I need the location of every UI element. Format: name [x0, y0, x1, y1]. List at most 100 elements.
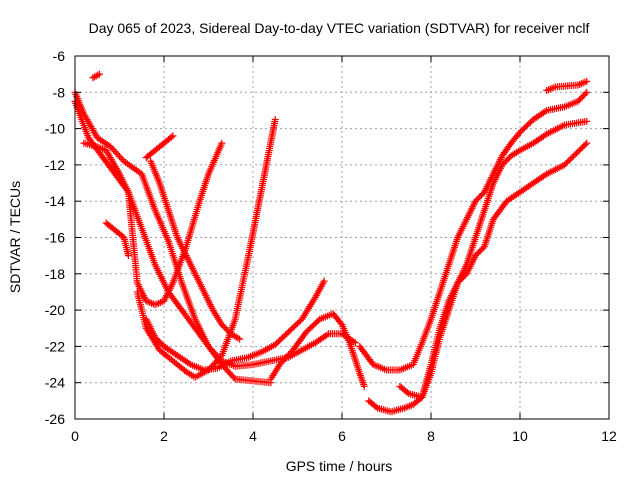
data-point	[418, 363, 434, 401]
data-point	[356, 370, 368, 389]
data-point	[400, 401, 415, 412]
series-track-g	[147, 157, 244, 343]
data-markers	[71, 70, 591, 416]
data-point	[507, 147, 522, 160]
y-tick-label: -12	[45, 157, 65, 173]
data-point	[196, 172, 212, 205]
y-axis-title: SDTVAR / TECUs	[7, 181, 23, 293]
data-point	[516, 140, 535, 154]
data-point	[249, 357, 273, 369]
data-point	[454, 217, 470, 241]
series-track-c	[71, 97, 359, 370]
data-point	[178, 306, 198, 331]
data-point	[418, 317, 434, 347]
data-point	[552, 81, 580, 91]
data-point	[365, 397, 380, 411]
series-track-k	[356, 88, 591, 374]
data-point	[503, 189, 522, 205]
data-point	[347, 342, 363, 376]
data-point	[187, 361, 206, 373]
x-axis-title: GPS time / hours	[286, 458, 393, 474]
data-point	[89, 71, 102, 82]
data-point	[182, 199, 203, 251]
data-point	[151, 140, 167, 154]
data-point	[436, 299, 452, 332]
data-point	[298, 340, 317, 354]
series-track-n	[543, 77, 591, 94]
data-point	[311, 331, 331, 347]
data-point	[151, 261, 171, 294]
data-point	[98, 152, 118, 176]
data-point	[245, 349, 264, 361]
series-track-e	[133, 116, 279, 381]
data-point	[173, 234, 189, 258]
data-point	[463, 253, 479, 278]
data-point	[445, 281, 461, 305]
data-point	[160, 281, 176, 305]
data-point	[138, 224, 158, 267]
y-tick-label: -16	[45, 230, 65, 246]
data-point	[191, 270, 207, 294]
data-point	[427, 326, 443, 369]
y-tick-label: -18	[45, 266, 65, 282]
data-point	[169, 357, 189, 374]
x-tick-label: 6	[338, 428, 346, 444]
data-point	[396, 361, 415, 374]
data-point	[338, 330, 358, 346]
data-point	[561, 118, 589, 129]
x-tick-label: 8	[427, 428, 435, 444]
data-point	[209, 306, 225, 327]
data-point	[116, 170, 132, 194]
data-point	[218, 139, 226, 147]
data-point	[93, 134, 113, 150]
data-point	[369, 361, 389, 373]
x-tick-label: 10	[512, 428, 528, 444]
data-point	[583, 117, 591, 125]
data-point	[160, 133, 175, 147]
data-point	[356, 342, 376, 367]
data-point	[142, 297, 157, 308]
data-point	[583, 139, 591, 147]
data-point	[543, 103, 567, 114]
y-tick-label: -26	[45, 411, 65, 427]
data-point	[480, 217, 497, 251]
data-point	[409, 341, 425, 369]
series-track-h	[142, 132, 177, 162]
data-point	[360, 382, 368, 390]
series-track-m	[396, 139, 591, 401]
data-point	[227, 330, 242, 342]
data-point	[107, 143, 126, 164]
data-point	[489, 163, 505, 187]
data-point	[151, 298, 166, 309]
data-point	[516, 180, 536, 196]
data-point	[191, 324, 211, 349]
data-point	[213, 358, 233, 372]
data-point	[516, 117, 536, 136]
data-point	[489, 199, 509, 223]
tick-labels: 0 2 4 6 8 10 12 -26 -24 -22 -20 -18 -16 -14 -12 -10 -8 -6	[45, 48, 617, 444]
data-point	[267, 362, 283, 383]
series-track-l	[365, 117, 591, 416]
data-point	[120, 157, 144, 177]
series-track-f	[142, 277, 328, 374]
grid	[75, 56, 609, 419]
data-point	[253, 163, 270, 214]
data-point	[138, 170, 158, 212]
data-point	[258, 342, 277, 356]
data-point	[302, 317, 322, 336]
data-point	[561, 141, 589, 169]
data-point	[151, 206, 172, 243]
data-point	[445, 235, 461, 269]
data-point	[561, 98, 580, 111]
data-point	[173, 351, 193, 367]
chart-title: Day 065 of 2023, Sidereal Day-to-day VTE…	[89, 20, 590, 36]
x-tick-label: 12	[601, 428, 617, 444]
data-point	[271, 329, 291, 349]
data-point	[543, 122, 567, 138]
data-point	[111, 226, 126, 240]
data-point	[489, 154, 505, 178]
data-point	[133, 279, 149, 303]
data-point	[262, 118, 279, 169]
data-point	[298, 295, 318, 323]
data-point	[156, 179, 172, 212]
